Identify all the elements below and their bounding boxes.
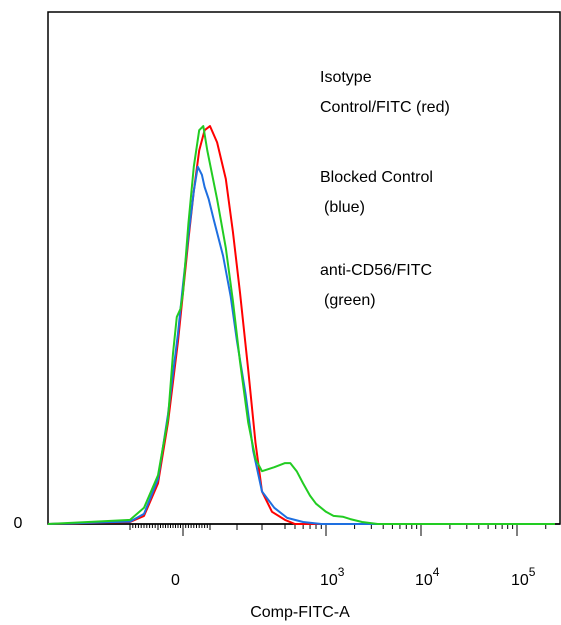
x-axis-title: Comp-FITC-A (250, 604, 350, 621)
x-tick-exponent-1: 3 (338, 565, 345, 579)
x-tick-label-3: 105 (511, 565, 536, 589)
x-tick-label-0: 0 (171, 572, 180, 589)
x-tick-exponent-3: 5 (529, 565, 536, 579)
x-tick-labels: 0 103 104 105 (171, 565, 536, 589)
legend-entry-anti-cd56: anti-CD56/FITC (green) (320, 262, 436, 309)
x-tick-label-1: 103 (320, 565, 345, 589)
series-layer (47, 125, 555, 525)
plot-frame (47, 11, 561, 525)
x-tick-label-2: 104 (415, 565, 440, 589)
series-line-0 (47, 125, 555, 525)
x-tick-exponent-2: 4 (433, 565, 440, 579)
series-line-1 (47, 165, 555, 525)
legend-entry-isotype: Isotype Control/FITC (red) (320, 69, 450, 116)
legend-entry-blocked: Blocked Control (blue) (320, 169, 437, 216)
series-line-2 (47, 125, 555, 525)
legend: Isotype Control/FITC (red) Blocked Contr… (320, 69, 450, 309)
y-tick-label-0: 0 (14, 515, 23, 532)
x-axis-ticks (129, 524, 547, 536)
